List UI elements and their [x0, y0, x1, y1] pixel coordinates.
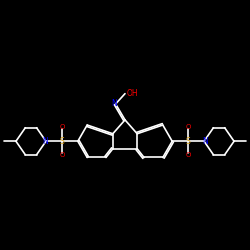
- Text: O: O: [59, 124, 64, 130]
- Text: O: O: [186, 152, 191, 158]
- Text: N: N: [111, 100, 116, 108]
- Text: O: O: [59, 152, 64, 158]
- Text: N: N: [202, 137, 208, 146]
- Text: S: S: [186, 137, 190, 146]
- Text: N: N: [42, 137, 48, 146]
- Text: O: O: [186, 124, 191, 130]
- Text: OH: OH: [126, 89, 138, 98]
- Text: S: S: [60, 137, 64, 146]
